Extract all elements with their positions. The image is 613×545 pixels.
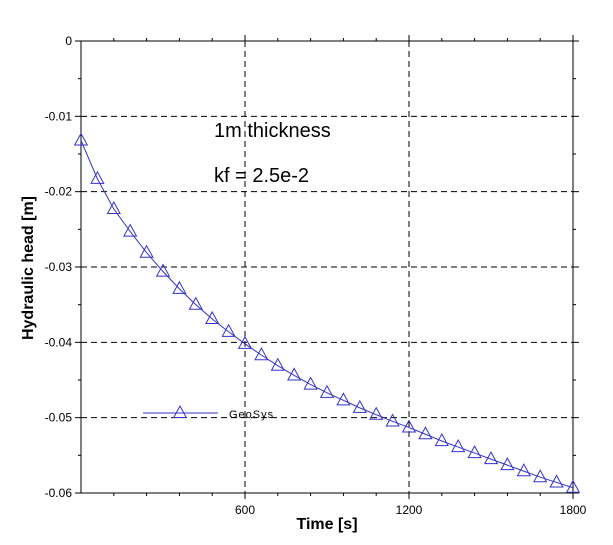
data-point — [500, 457, 515, 471]
y-tick-label: -0.04 — [45, 335, 73, 349]
grid — [81, 41, 573, 493]
data-point — [73, 132, 89, 146]
data-point — [270, 357, 285, 371]
data-point — [467, 445, 482, 459]
data-point — [106, 200, 121, 215]
legend-marker — [172, 404, 188, 419]
x-tick-label: 1200 — [396, 503, 423, 517]
series-layer — [73, 132, 581, 493]
x-axis-label: Time [s] — [296, 516, 357, 533]
data-point — [352, 399, 367, 413]
data-point — [385, 413, 400, 427]
data-point — [205, 310, 220, 325]
y-tick-label: -0.01 — [45, 109, 73, 123]
y-tick-label: 0 — [65, 34, 72, 48]
y-axis-label: Hydraulic head [m] — [20, 196, 37, 340]
data-point — [188, 296, 203, 310]
data-point — [287, 367, 302, 381]
y-tick-label: -0.03 — [45, 260, 73, 274]
annotation-thickness: 1m thickness — [214, 120, 331, 142]
data-point — [155, 263, 171, 277]
data-point — [369, 406, 384, 420]
data-point — [565, 479, 581, 493]
data-point — [549, 474, 564, 488]
data-point — [221, 323, 236, 337]
data-point — [418, 426, 433, 440]
series-line — [80, 140, 574, 489]
data-point — [139, 244, 154, 258]
data-point — [533, 469, 548, 483]
annotation-kf: kf = 2.5e-2 — [214, 165, 309, 187]
data-point — [336, 392, 351, 406]
data-point — [451, 439, 466, 453]
data-point — [254, 347, 269, 361]
data-point — [401, 419, 417, 433]
data-point — [172, 280, 187, 294]
data-point — [123, 223, 138, 237]
data-point — [90, 170, 105, 184]
legend: GeoSys — [143, 404, 274, 421]
data-point — [434, 432, 449, 447]
axis-ticks: 0 -0.01 -0.02 -0.03 -0.04 -0.05 -0.06 600 1200 18… — [45, 34, 587, 517]
data-point — [483, 451, 499, 465]
x-tick-label: 1800 — [560, 503, 587, 517]
x-tick-label: 600 — [235, 503, 255, 517]
y-tick-label: -0.05 — [45, 411, 73, 425]
data-point — [303, 376, 318, 390]
legend-label: GeoSys — [229, 409, 274, 421]
data-point — [237, 335, 253, 349]
y-tick-label: -0.02 — [45, 185, 73, 199]
data-point — [516, 463, 531, 477]
y-tick-label: -0.06 — [45, 486, 73, 500]
data-point — [319, 384, 335, 398]
